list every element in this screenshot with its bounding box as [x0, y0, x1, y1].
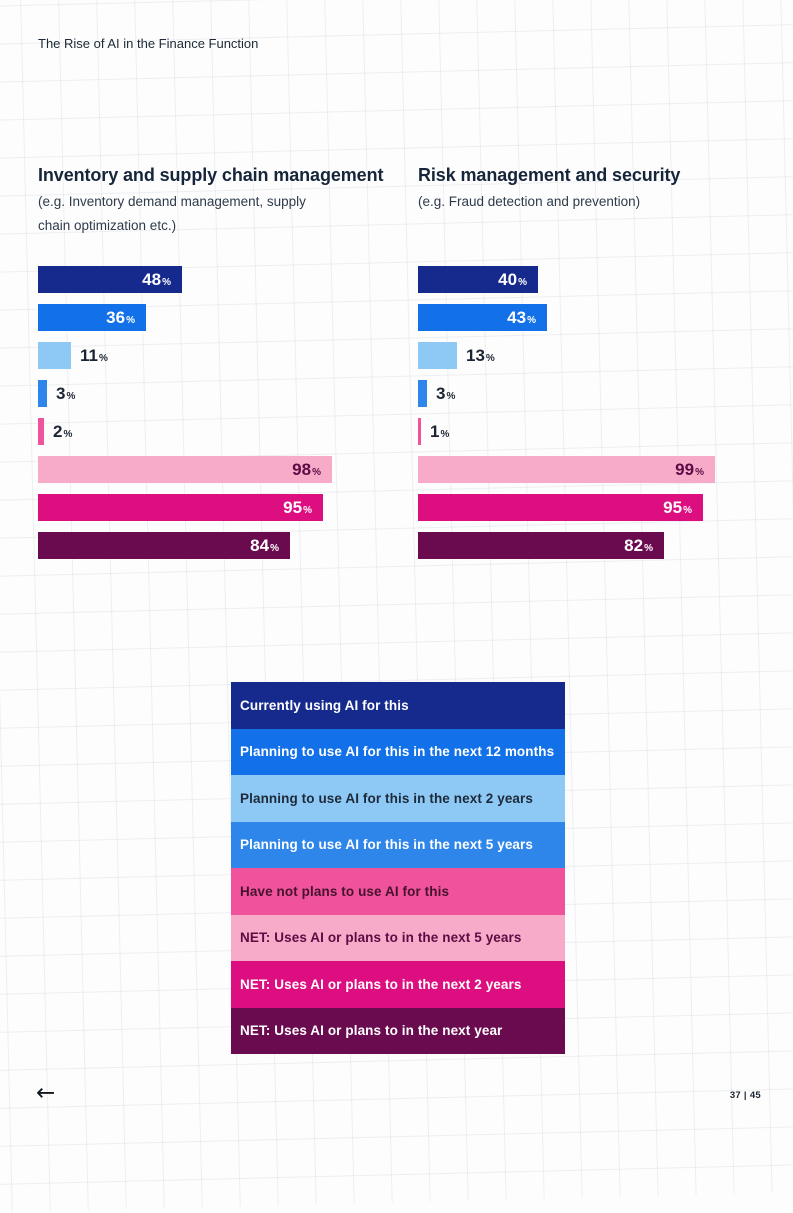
chart-subtitle: (e.g. Fraud detection and prevention) [418, 194, 641, 209]
bar-row: 43% [418, 304, 774, 331]
bar-row: 84% [38, 532, 394, 559]
legend-item: Planning to use AI for this in the next … [231, 728, 565, 775]
bar-value-label: 36% [106, 308, 135, 327]
legend-item: NET: Uses AI or plans to in the next yea… [231, 1007, 565, 1054]
legend-item: Currently using AI for this [231, 682, 565, 729]
chart-title: Inventory and supply chain management [38, 165, 384, 185]
bar-row: 95% [38, 494, 394, 521]
bar-value-label: 3% [56, 384, 76, 403]
percent-sign: % [527, 315, 536, 326]
bar-value-label: 3% [436, 384, 456, 403]
percent-sign: % [303, 505, 312, 516]
bar-row: 95% [418, 494, 774, 521]
bar-value-label: 99% [675, 460, 704, 479]
chart-risk-management: Risk management and security (e.g. Fraud… [418, 162, 774, 582]
bar-row: 3% [38, 380, 394, 407]
percent-sign: % [63, 429, 73, 440]
legend-item: Have not plans to use AI for this [231, 868, 565, 915]
page-number: 37 | 45 [729, 1090, 761, 1101]
percent-sign: % [126, 315, 135, 326]
bar: 48% [38, 266, 182, 293]
bar [38, 380, 47, 407]
legend-item: Planning to use AI for this in the next … [231, 775, 565, 822]
legend-item: NET: Uses AI or plans to in the next 5 y… [231, 914, 565, 961]
bar: 40% [418, 266, 538, 293]
chart-inventory-supply-chain: Inventory and supply chain management (e… [38, 162, 394, 582]
bar [418, 418, 421, 445]
bar [418, 342, 457, 369]
chart-subtitle: (e.g. Inventory demand management, suppl… [38, 194, 306, 233]
bar-value-label: 1% [430, 422, 450, 441]
bar-row: 1% [418, 418, 774, 445]
report-title: The Rise of AI in the Finance Function [38, 36, 259, 51]
percent-sign: % [66, 391, 76, 402]
bar: 99% [418, 456, 715, 483]
bar-row: 98% [38, 456, 394, 483]
percent-sign: % [270, 543, 279, 554]
percent-sign: % [312, 467, 321, 478]
bar: 95% [38, 494, 323, 521]
bar-value-label: 84% [250, 536, 279, 555]
bar-row: 3% [418, 380, 774, 407]
bar-chart: 48% 36% 11% 3% 2% 98% 95% 84% [38, 266, 394, 570]
bar-row: 48% [38, 266, 394, 293]
percent-sign: % [98, 353, 108, 364]
percent-sign: % [644, 543, 653, 554]
percent-sign: % [683, 505, 692, 516]
bar-value-label: 2% [53, 422, 73, 441]
legend-item: Planning to use AI for this in the next … [231, 821, 565, 868]
bar: 98% [38, 456, 332, 483]
bar-value-label: 11% [80, 346, 108, 365]
percent-sign: % [485, 353, 495, 364]
bar-value-label: 95% [663, 498, 692, 517]
bar [38, 418, 44, 445]
bar-value-label: 48% [142, 270, 171, 289]
bar-value-label: 98% [292, 460, 321, 479]
bar-row: 2% [38, 418, 394, 445]
bar-chart: 40% 43% 13% 3% 1% 99% 95% 82% [418, 266, 774, 570]
percent-sign: % [518, 277, 527, 288]
bar: 36% [38, 304, 146, 331]
percent-sign: % [695, 467, 704, 478]
legend: Currently using AI for this Planning to u… [231, 682, 565, 1054]
bar: 95% [418, 494, 703, 521]
bar: 84% [38, 532, 290, 559]
bar [418, 380, 427, 407]
bar-value-label: 40% [498, 270, 527, 289]
bar-value-label: 43% [507, 308, 536, 327]
bar-value-label: 82% [624, 536, 653, 555]
bar-row: 11% [38, 342, 394, 369]
bar-value-label: 13% [466, 346, 495, 365]
bar-row: 36% [38, 304, 394, 331]
bar [38, 342, 71, 369]
percent-sign: % [440, 429, 450, 440]
chart-title: Risk management and security [418, 165, 681, 185]
back-arrow-icon[interactable]: ← [36, 1080, 56, 1106]
bar-row: 82% [418, 532, 774, 559]
bar-value-label: 95% [283, 498, 312, 517]
bar: 43% [418, 304, 547, 331]
percent-sign: % [446, 391, 456, 402]
bar: 82% [418, 532, 664, 559]
bar-row: 40% [418, 266, 774, 293]
percent-sign: % [162, 277, 171, 288]
legend-item: NET: Uses AI or plans to in the next 2 y… [231, 961, 565, 1008]
bar-row: 13% [418, 342, 774, 369]
bar-row: 99% [418, 456, 774, 483]
